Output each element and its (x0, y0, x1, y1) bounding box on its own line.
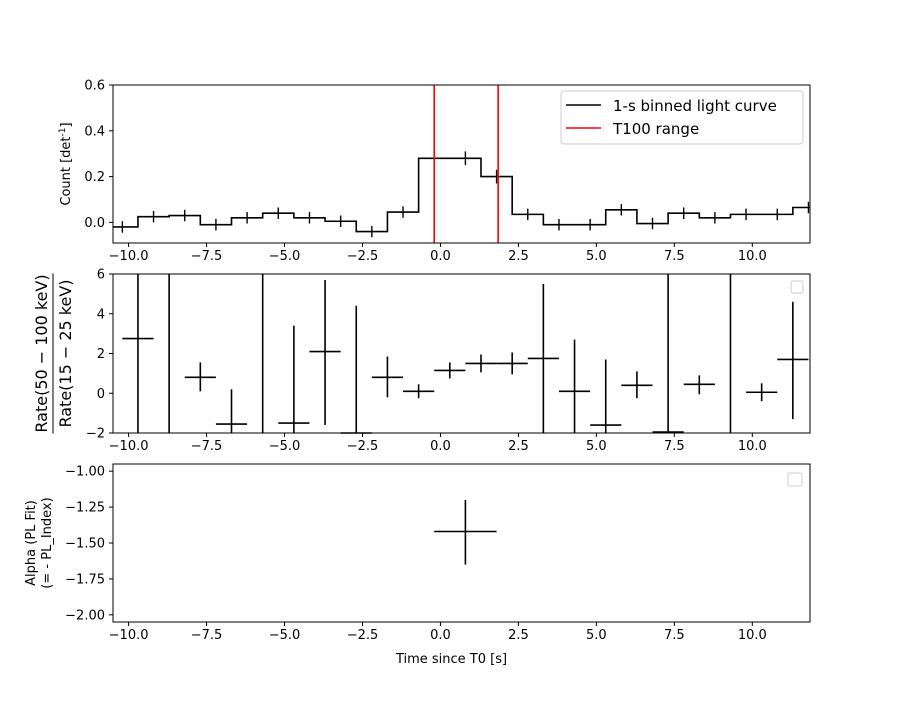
hardness-y-label-numerator: Rate(50 − 100 keV) (32, 274, 51, 432)
x-tick-label: 10.0 (738, 439, 767, 454)
y-tick-label: −1.00 (65, 465, 105, 480)
x-tick-label: 2.5 (508, 249, 529, 264)
x-tick-label: −2.5 (347, 249, 379, 264)
x-tick-label: 10.0 (738, 628, 767, 643)
x-tick-label: 7.5 (664, 249, 685, 264)
x-tick-label: −7.5 (191, 439, 223, 454)
hardness-axes-frame (112, 273, 811, 434)
y-tick-label: −1.25 (65, 501, 105, 516)
light-curve-legend: 1-s binned light curve T100 range (560, 90, 804, 145)
y-tick-label: 0.0 (84, 216, 105, 231)
y-tick-label: 0 (97, 387, 105, 402)
alpha-y-label-line-1: Alpha (PL Fit) (24, 500, 39, 586)
x-tick-label: 2.5 (508, 628, 529, 643)
y-tick-label: −2 (86, 427, 105, 442)
light-curve-y-label: Count [det-1] (58, 122, 74, 205)
alpha-panel: −10.0 −7.5 −5.0 −2.5 0.0 2.5 5.0 7.5 10.0 −1.00 −1… (24, 463, 811, 667)
x-tick-label: −2.5 (347, 628, 379, 643)
legend-entry-light-curve: 1-s binned light curve (613, 97, 777, 115)
x-tick-label: −10.0 (109, 249, 149, 264)
x-tick-label: 5.0 (586, 439, 607, 454)
x-tick-label: −5.0 (269, 628, 301, 643)
x-tick-label: −5.0 (269, 249, 301, 264)
alpha-empty-legend (787, 472, 803, 487)
y-tick-label: 0.4 (84, 124, 105, 139)
y-tick-label: 0.6 (84, 79, 105, 94)
x-tick-label: 5.0 (586, 628, 607, 643)
x-tick-label: −10.0 (109, 628, 149, 643)
y-tick-label: 4 (97, 307, 105, 322)
x-tick-label: −2.5 (347, 439, 379, 454)
light-curve-axes-frame (112, 84, 811, 244)
alpha-y-label-line-2: (= - PL_Index) (40, 497, 55, 588)
y-tick-label: 2 (97, 347, 105, 362)
x-tick-label: 2.5 (508, 439, 529, 454)
x-tick-label: −7.5 (191, 628, 223, 643)
y-tick-label: −2.00 (65, 608, 105, 623)
alpha-y-label: Alpha (PL Fit) (= - PL_Index) (24, 497, 55, 588)
legend-box (560, 90, 804, 145)
x-tick-label: 10.0 (738, 249, 767, 264)
y-tick-label: −1.50 (65, 537, 105, 552)
x-tick-label: 0.0 (430, 628, 451, 643)
alpha-axes-frame (112, 463, 811, 623)
legend-entry-t100-range: T100 range (612, 120, 699, 138)
x-tick-label: −7.5 (191, 249, 223, 264)
hardness-ratio-panel: −10.0 −7.5 −5.0 −2.5 0.0 2.5 5.0 7.5 10.0−20246 … (32, 268, 811, 454)
x-tick-label: −10.0 (109, 439, 149, 454)
light-curve-step-line (113, 157, 810, 233)
x-tick-label: 0.0 (430, 249, 451, 264)
y-tick-label: 6 (97, 268, 105, 283)
y-tick-label: −1.75 (65, 572, 105, 587)
x-tick-label: −5.0 (269, 439, 301, 454)
light-curve-panel: −10.0 −7.5 −5.0 −2.5 0.0 2.5 5.0 7.5 10.0 0.0 0.2 0… (58, 79, 811, 264)
x-tick-label: 0.0 (430, 439, 451, 454)
alpha-x-label: Time since T0 [s] (395, 652, 507, 667)
y-tick-label: 0.2 (84, 170, 105, 185)
hardness-y-label-denominator: Rate(15 − 25 keV) (56, 279, 75, 427)
x-tick-label: 7.5 (664, 628, 685, 643)
hardness-y-label: Rate(50 − 100 keV) Rate(15 − 25 keV) (32, 273, 75, 434)
x-tick-label: 7.5 (664, 439, 685, 454)
x-tick-label: 5.0 (586, 249, 607, 264)
hardness-empty-legend (790, 280, 804, 294)
